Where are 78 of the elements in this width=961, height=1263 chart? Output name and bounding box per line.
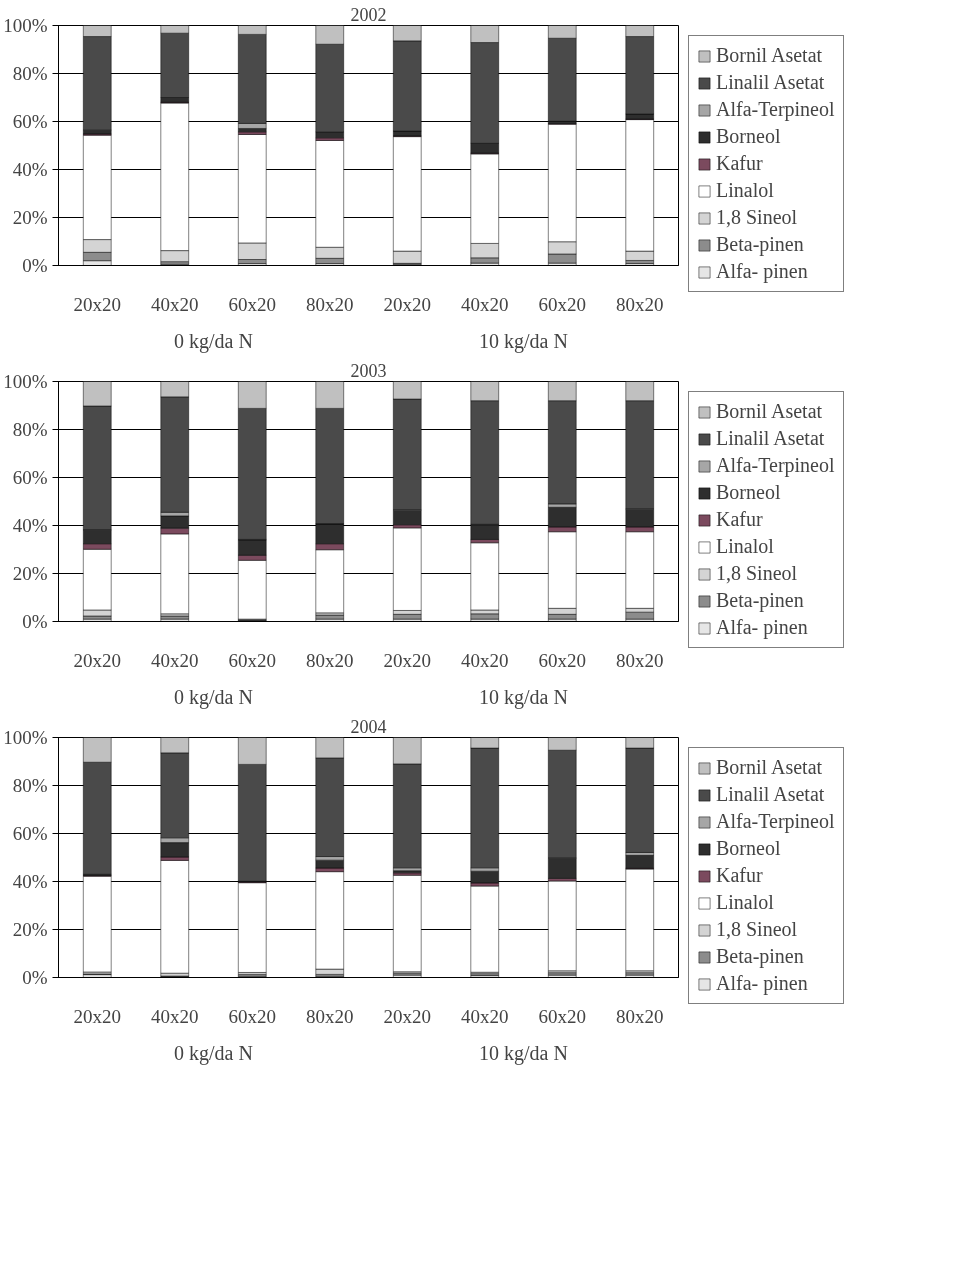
legend-label: Borneol (716, 481, 781, 504)
x-tick-label: 80x20 (616, 1005, 664, 1027)
y-tick-label: 100% (3, 727, 48, 748)
x-tick-label: 60x20 (228, 649, 276, 671)
x-tick-label: 80x20 (306, 649, 354, 671)
x-tick-label: 80x20 (306, 1005, 354, 1027)
legend-label: Kafur (716, 864, 763, 887)
x-tick-label: 40x20 (461, 1005, 509, 1027)
x-tick-label: 80x20 (306, 293, 354, 315)
x-tick-label: 40x20 (151, 293, 199, 315)
text: 0 kg/da N (174, 1041, 253, 1065)
text: Linalil Asetat (716, 783, 825, 806)
legend-label: Kafur (716, 508, 763, 531)
x-tick-label: 80x20 (616, 649, 664, 671)
y-tick-label: 20% (12, 207, 48, 228)
y-tick-label: 40% (12, 159, 48, 180)
legend-label: Beta-pinen (716, 945, 804, 968)
y-tick-label: 20% (12, 919, 48, 940)
legend-label: Linalil Asetat (716, 71, 825, 94)
legend-label: Alfa-Terpineol (716, 454, 835, 477)
x-tick-label: 40x20 (461, 293, 509, 315)
legend-label: 1,8 Sineol (716, 562, 798, 585)
legend-label: Alfa-Terpineol (716, 98, 835, 121)
y-tick-label: 80% (12, 63, 48, 84)
text: Bornil Asetat (716, 400, 823, 423)
x-tick-label: 60x20 (538, 293, 586, 315)
y-tick-label: 60% (12, 823, 48, 844)
y-tick-label: 40% (12, 871, 48, 892)
legend-label: Beta-pinen (716, 589, 804, 612)
y-tick-label: 60% (12, 467, 48, 488)
chart-title: 2002 (350, 4, 387, 25)
y-tick-label: 40% (12, 515, 48, 536)
text: Linalil Asetat (716, 427, 825, 450)
x-tick-label: 20x20 (383, 293, 431, 315)
y-tick-label: 80% (12, 419, 48, 440)
legend-label: Linalol (716, 179, 774, 202)
x-tick-label: 60x20 (538, 1005, 586, 1027)
x-tick-label: 20x20 (73, 293, 121, 315)
y-tick-label: 100% (3, 371, 48, 392)
text: 0 kg/da N (174, 329, 253, 353)
text: 10 kg/da N (479, 329, 568, 353)
legend-label: Alfa- pinen (716, 972, 808, 995)
legend-label: Beta-pinen (716, 233, 804, 256)
y-tick-label: 60% (12, 111, 48, 132)
text: Bornil Asetat (716, 756, 823, 779)
x-tick-label: 60x20 (228, 1005, 276, 1027)
legend-label: Borneol (716, 125, 781, 148)
x-tick-label: 60x20 (228, 293, 276, 315)
chart-title: 2003 (350, 360, 387, 381)
x-tick-label: 80x20 (616, 293, 664, 315)
y-tick-label: 80% (12, 775, 48, 796)
x-tick-label: 20x20 (73, 649, 121, 671)
y-tick-label: 20% (12, 563, 48, 584)
x-tick-label: 20x20 (383, 1005, 431, 1027)
legend-label: 1,8 Sineol (716, 918, 798, 941)
y-tick-label: 0% (22, 255, 48, 276)
x-tick-label: 20x20 (383, 649, 431, 671)
legend-label: Linalol (716, 535, 774, 558)
x-tick-label: 40x20 (461, 649, 509, 671)
legend-label: Alfa- pinen (716, 616, 808, 639)
legend-label: Alfa- pinen (716, 260, 808, 283)
y-tick-label: 100% (3, 15, 48, 36)
chart-title: 2004 (350, 716, 387, 737)
y-tick-label: 0% (22, 611, 48, 632)
x-tick-label: 20x20 (73, 1005, 121, 1027)
legend-label: Linalol (716, 891, 774, 914)
text: 10 kg/da N (479, 1041, 568, 1065)
legend-label: 1,8 Sineol (716, 206, 798, 229)
x-tick-label: 40x20 (151, 1005, 199, 1027)
legend-label: Kafur (716, 152, 763, 175)
text: 10 kg/da N (479, 685, 568, 709)
legend-label: Borneol (716, 837, 781, 860)
text: 0 kg/da N (174, 685, 253, 709)
legend-label: Alfa-Terpineol (716, 810, 835, 833)
legend-label: Bornil Asetat (716, 44, 823, 67)
x-tick-label: 40x20 (151, 649, 199, 671)
y-tick-label: 0% (22, 967, 48, 988)
x-tick-label: 60x20 (538, 649, 586, 671)
